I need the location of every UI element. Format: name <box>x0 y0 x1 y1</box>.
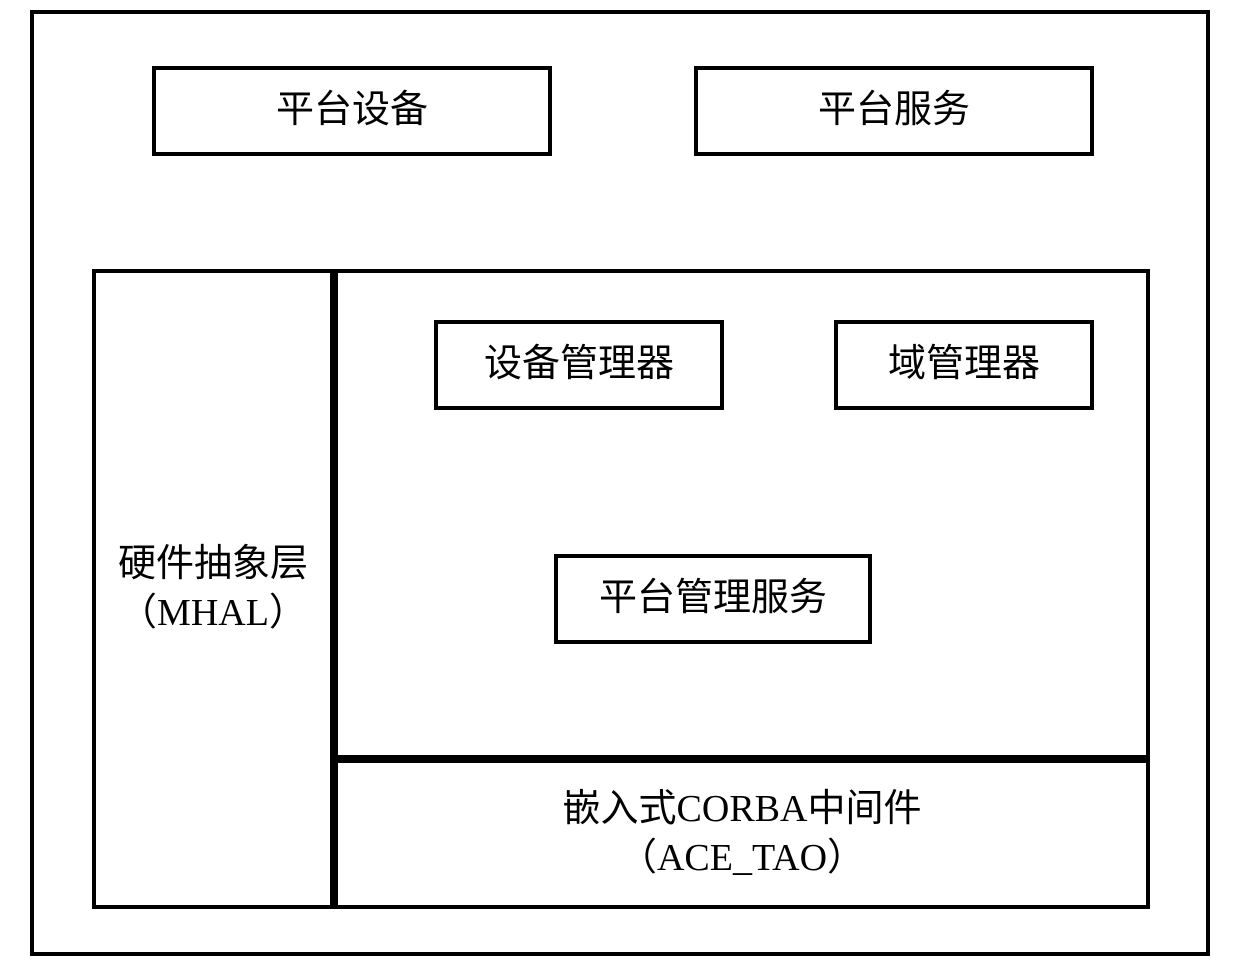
platform-device-label: 平台设备 <box>276 86 428 135</box>
outer-container: 平台设备 平台服务 硬件抽象层 （MHAL） 设备管理器 域管理器 平台管理服务… <box>30 10 1210 956</box>
device-manager-label: 设备管理器 <box>484 340 674 389</box>
platform-service-label: 平台服务 <box>818 86 970 135</box>
platform-device-box: 平台设备 <box>152 66 552 156</box>
platform-service-box: 平台服务 <box>694 66 1094 156</box>
corba-label-line2: （ACE_TAO） <box>619 834 865 883</box>
corba-label-line1: 嵌入式CORBA中间件 <box>563 785 922 834</box>
platform-mgmt-service-box: 平台管理服务 <box>554 554 872 644</box>
mhal-label-line2: （MHAL） <box>119 589 307 638</box>
domain-manager-label: 域管理器 <box>888 340 1040 389</box>
mhal-label-line1: 硬件抽象层 <box>118 540 308 589</box>
corba-box: 嵌入式CORBA中间件 （ACE_TAO） <box>334 759 1150 909</box>
mhal-box: 硬件抽象层 （MHAL） <box>92 269 334 909</box>
device-manager-box: 设备管理器 <box>434 320 724 410</box>
platform-mgmt-service-label: 平台管理服务 <box>599 574 827 623</box>
domain-manager-box: 域管理器 <box>834 320 1094 410</box>
